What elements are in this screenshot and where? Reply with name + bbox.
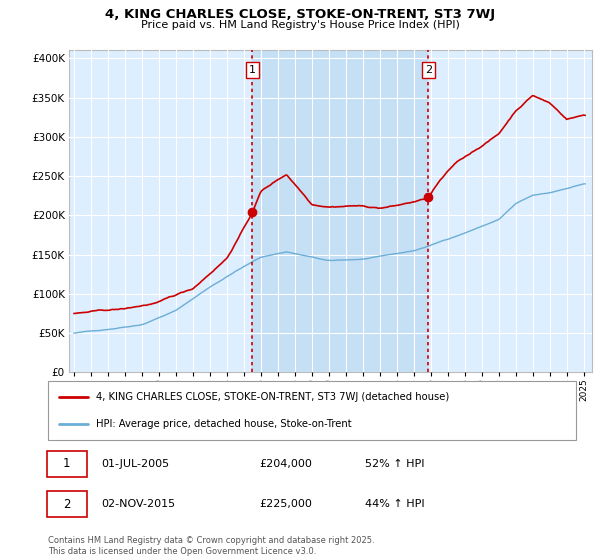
Bar (253, 50, 428, 372)
FancyBboxPatch shape (48, 381, 576, 440)
Text: 01-JUL-2005: 01-JUL-2005 (101, 459, 169, 469)
Text: £225,000: £225,000 (259, 500, 312, 510)
Text: 44% ↑ HPI: 44% ↑ HPI (365, 500, 424, 510)
Text: Price paid vs. HM Land Registry's House Price Index (HPI): Price paid vs. HM Land Registry's House … (140, 20, 460, 30)
FancyBboxPatch shape (47, 492, 86, 517)
Text: £204,000: £204,000 (259, 459, 312, 469)
Text: 4, KING CHARLES CLOSE, STOKE-ON-TRENT, ST3 7WJ (detached house): 4, KING CHARLES CLOSE, STOKE-ON-TRENT, S… (95, 391, 449, 402)
Text: 2: 2 (425, 65, 432, 75)
Text: 4, KING CHARLES CLOSE, STOKE-ON-TRENT, ST3 7WJ: 4, KING CHARLES CLOSE, STOKE-ON-TRENT, S… (105, 8, 495, 21)
FancyBboxPatch shape (47, 451, 86, 477)
Text: 52% ↑ HPI: 52% ↑ HPI (365, 459, 424, 469)
Text: Contains HM Land Registry data © Crown copyright and database right 2025.
This d: Contains HM Land Registry data © Crown c… (48, 536, 374, 556)
Text: 02-NOV-2015: 02-NOV-2015 (101, 500, 175, 510)
Text: 2: 2 (63, 498, 70, 511)
Text: 1: 1 (249, 65, 256, 75)
Text: HPI: Average price, detached house, Stoke-on-Trent: HPI: Average price, detached house, Stok… (95, 419, 351, 429)
Text: 1: 1 (63, 458, 70, 470)
